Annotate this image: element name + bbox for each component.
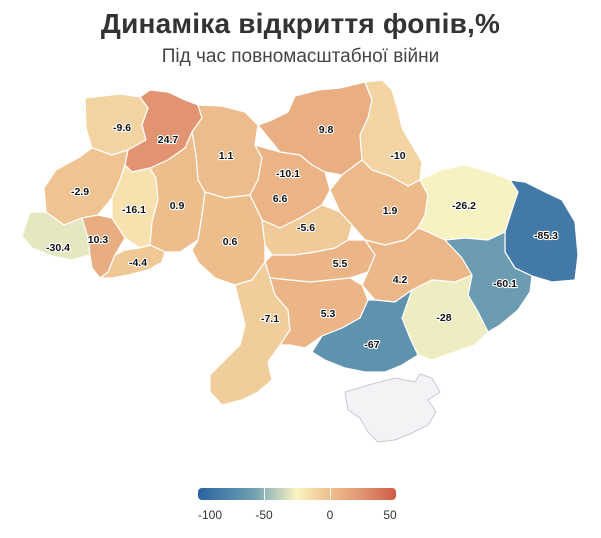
legend-tick-label: -100 [197, 508, 223, 522]
region-value-label: -9.6 [113, 122, 131, 134]
legend-tick-label: 0 [326, 508, 334, 522]
color-legend [198, 488, 396, 500]
region-value-label: -30.4 [46, 242, 70, 254]
legend-tick-mark [329, 488, 331, 500]
region-value-label: 1.9 [383, 205, 398, 217]
region-value-label: 5.3 [321, 308, 336, 320]
region-lviv [43, 147, 129, 226]
region-value-label: -85.3 [534, 230, 558, 242]
crimea-region [344, 373, 441, 443]
region-luhansk [504, 179, 579, 283]
region-value-label: 0.6 [223, 236, 238, 248]
legend-tick-label: -50 [255, 508, 273, 522]
regions-layer [21, 79, 579, 406]
region-value-label: -4.4 [129, 257, 147, 269]
region-value-label: -67 [364, 339, 379, 351]
map-title: Динаміка відкриття фопів,% [100, 8, 501, 39]
region-chernivtsi [99, 244, 166, 279]
region-value-label: 24.7 [158, 134, 179, 146]
labels-layer: -9.6 24.7 1.1 9.8 -10 -10.1 6.6 -2.9 -16.1 0.9 1.9… [45, 121, 559, 352]
region-value-label: 6.6 [273, 193, 288, 205]
map-subtitle: Під час повномасштабної війни [161, 46, 440, 67]
region-value-label: -28 [436, 312, 451, 324]
region-value-label: -60.1 [493, 278, 517, 290]
region-value-label: 0.9 [170, 200, 185, 212]
region-value-label: 9.8 [319, 124, 334, 136]
region-kherson [311, 289, 419, 373]
region-value-label: -7.1 [261, 313, 279, 325]
region-value-label: 10.3 [88, 234, 109, 246]
region-value-label: -2.9 [71, 186, 89, 198]
region-value-label: -10 [390, 150, 405, 162]
region-value-label: -10.1 [276, 168, 300, 180]
region-value-label: -26.2 [452, 200, 476, 212]
region-value-label: 5.5 [333, 258, 348, 270]
region-value-label: 4.2 [393, 274, 408, 286]
region-value-label: -5.6 [297, 222, 315, 234]
legend-tick-label: 50 [383, 508, 397, 522]
region-value-label: -16.1 [122, 204, 146, 216]
legend-tick-mark [263, 488, 265, 500]
region-value-label: 1.1 [219, 150, 234, 162]
